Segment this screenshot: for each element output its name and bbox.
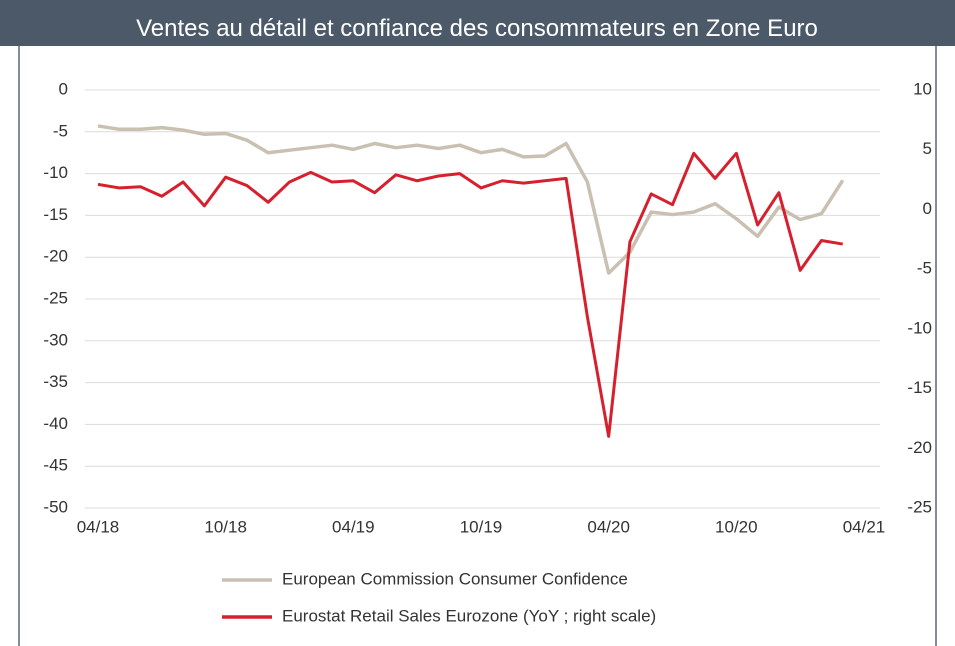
y-tick-label: -45: [43, 456, 68, 475]
x-tick-label: 04/20: [587, 517, 630, 536]
legend-label: Eurostat Retail Sales Eurozone (YoY ; ri…: [282, 606, 656, 625]
series-line: [97, 151, 843, 438]
y2-tick-label: -20: [907, 438, 932, 457]
y-tick-label: -25: [43, 288, 68, 307]
y2-tick-label: -25: [907, 497, 932, 516]
y-tick-label: -30: [43, 330, 68, 349]
y-tick-label: -20: [43, 247, 68, 266]
chart-title: Ventes au détail et confiance des consom…: [136, 15, 818, 42]
y2-tick-label: 5: [923, 139, 932, 158]
y2-tick-label: 0: [923, 199, 932, 218]
y-tick-label: 0: [59, 79, 68, 98]
x-tick-label: 10/20: [715, 517, 758, 536]
x-tick-label: 04/21: [843, 517, 886, 536]
y-tick-label: -15: [43, 205, 68, 224]
x-tick-label: 10/18: [204, 517, 247, 536]
title-bar: [0, 0, 955, 46]
y-tick-label: -5: [53, 121, 68, 140]
x-tick-label: 04/18: [77, 517, 120, 536]
y2-tick-label: -15: [907, 378, 932, 397]
series-line: [97, 124, 845, 275]
y-tick-label: -50: [43, 497, 68, 516]
y2-tick-label: -5: [917, 259, 932, 278]
x-tick-label: 04/19: [332, 517, 375, 536]
y-tick-label: -35: [43, 372, 68, 391]
legend-label: European Commission Consumer Confidence: [282, 569, 628, 588]
y2-tick-label: -10: [907, 318, 932, 337]
y2-tick-label: 10: [913, 79, 932, 98]
y-tick-label: -40: [43, 414, 68, 433]
y-tick-label: -10: [43, 163, 68, 182]
x-tick-label: 10/19: [460, 517, 503, 536]
